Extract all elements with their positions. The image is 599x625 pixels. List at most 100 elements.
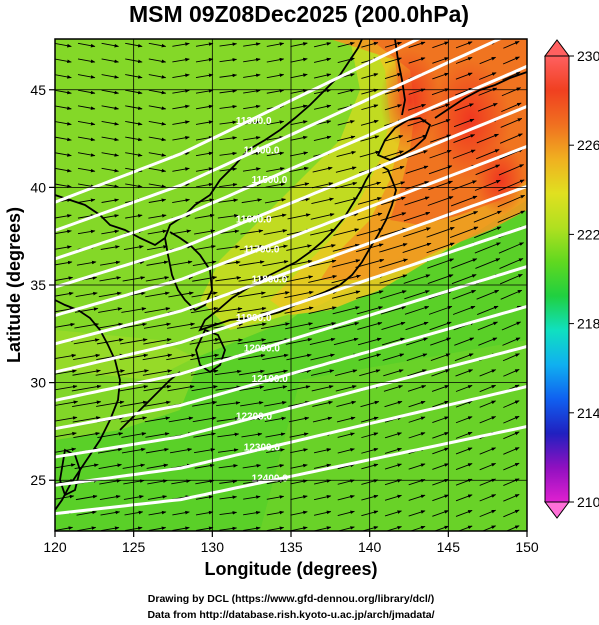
wind-arrow (381, 196, 406, 206)
wind-arrow (455, 494, 473, 502)
wind-arrow (96, 400, 125, 407)
wind-arrow (383, 369, 404, 377)
wind-arrow (148, 58, 167, 64)
wind-arrow (266, 135, 285, 141)
wind-vectors (55, 41, 526, 531)
wind-arrow (407, 369, 427, 377)
wind-arrow (262, 369, 288, 376)
wind-arrow (332, 306, 360, 315)
wind-arrow (432, 400, 450, 408)
wind-arrow (432, 432, 450, 439)
wind-arrow (172, 198, 190, 203)
wind-arrow (455, 509, 473, 517)
wind-arrow (74, 322, 99, 329)
wind-arrow (455, 463, 473, 471)
wind-arrow (213, 338, 243, 345)
longitude-ticks: 120 125 130 135 140 145 150 (43, 531, 539, 555)
wind-arrow (333, 228, 360, 236)
wind-arrow (219, 526, 238, 531)
wind-arrow (309, 337, 336, 345)
wind-arrow (237, 338, 267, 345)
wind-arrow (241, 198, 263, 204)
wind-arrow (475, 164, 501, 176)
wind-arrow (285, 337, 313, 345)
wind-arrow (241, 432, 263, 438)
wind-arrow (195, 182, 214, 188)
wind-arrow (262, 260, 289, 267)
wind-arrow (479, 509, 497, 518)
wind-arrow (218, 198, 239, 203)
wind-arrow (214, 307, 243, 313)
wind-arrow (148, 120, 167, 126)
wind-arrow (432, 447, 450, 455)
wind-arrow (502, 71, 521, 81)
wind-arrow (101, 167, 119, 173)
wind-arrow (238, 353, 266, 360)
wind-arrow (382, 150, 404, 158)
wind-arrow (337, 463, 355, 470)
wind-arrow (477, 305, 499, 316)
wind-arrow (454, 353, 474, 362)
wind-arrow (407, 385, 427, 392)
contour-label: 12100.0 (252, 374, 289, 385)
wind-arrow (261, 322, 290, 330)
wind-arrow (502, 56, 520, 65)
wind-arrow (55, 136, 72, 142)
wind-arrow (479, 384, 497, 393)
wind-arrow (55, 89, 72, 95)
wind-arrow (503, 447, 520, 455)
wind-arrow (266, 151, 285, 157)
wind-arrow (190, 369, 219, 376)
wind-arrow (499, 273, 523, 285)
wind-arrow (310, 213, 335, 220)
wind-arrow (55, 353, 77, 360)
wind-arrow (55, 447, 77, 453)
wind-arrow (195, 89, 214, 94)
wind-arrow (191, 291, 218, 298)
wind-arrow (195, 42, 214, 47)
wind-arrow (190, 353, 220, 361)
wind-arrow (455, 57, 473, 64)
wind-arrow (243, 495, 261, 500)
contour-label: 11400.0 (244, 145, 280, 156)
wind-arrow (195, 526, 214, 531)
wind-arrow (101, 120, 119, 126)
wind-arrow (266, 479, 285, 485)
wind-arrow (336, 400, 357, 407)
wind-arrow (427, 274, 454, 284)
lat-tick-label: 40 (30, 179, 46, 195)
contour-label: 11300.0 (236, 116, 272, 127)
wind-arrow (219, 479, 238, 484)
lon-tick-label: 130 (201, 539, 225, 555)
wind-arrow (217, 448, 239, 453)
wind-arrow (55, 167, 72, 173)
wind-arrow (148, 214, 167, 219)
wind-arrow (408, 104, 427, 111)
wind-arrow (77, 229, 96, 235)
wind-arrow (101, 89, 119, 95)
wind-arrow (101, 152, 119, 157)
wind-arrow (169, 448, 193, 454)
wind-arrow (337, 494, 355, 501)
wind-arrow (55, 431, 77, 438)
wind-arrow (190, 306, 219, 314)
wind-arrow (408, 510, 426, 517)
wind-arrow (313, 42, 332, 48)
wind-arrow (98, 307, 123, 313)
wind-arrow (266, 57, 285, 63)
wind-arrow (172, 57, 190, 63)
wind-arrow (55, 42, 72, 48)
wind-arrow (452, 290, 477, 300)
wind-arrow (476, 149, 500, 160)
wind-arrow (380, 212, 407, 221)
wind-arrow (429, 149, 452, 159)
wind-arrow (449, 226, 479, 238)
wind-arrow (77, 58, 96, 64)
wind-arrow (217, 432, 240, 438)
wind-arrow (266, 463, 285, 469)
wind-arrow (219, 73, 238, 78)
wind-arrow (477, 103, 498, 112)
lon-tick-label: 145 (437, 539, 461, 555)
wind-arrow (384, 494, 402, 501)
wind-arrow (148, 42, 167, 48)
